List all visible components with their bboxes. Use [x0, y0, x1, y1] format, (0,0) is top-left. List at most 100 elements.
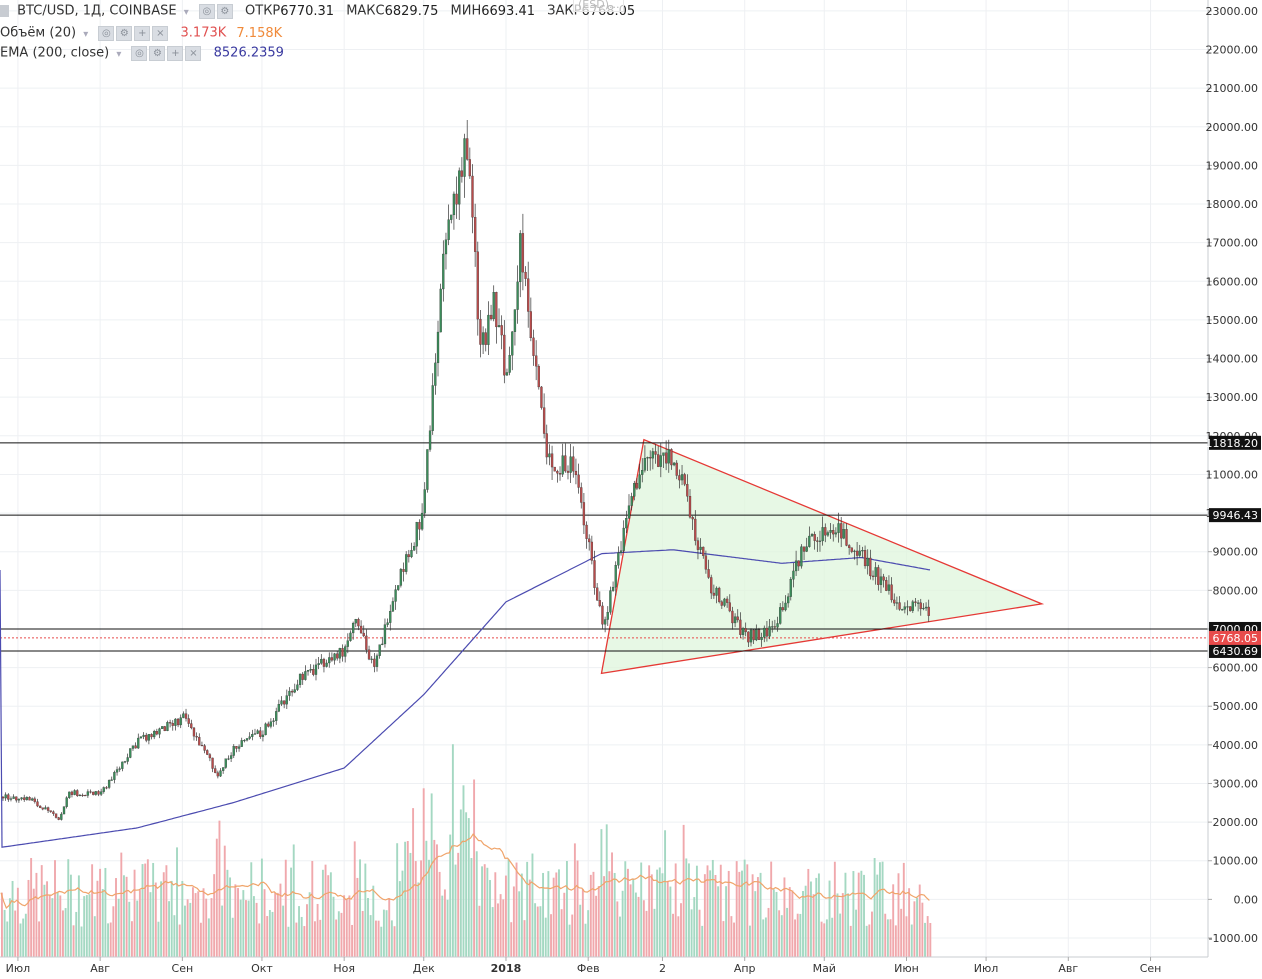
volume-bar — [613, 872, 616, 957]
volume-bar — [189, 902, 192, 957]
volume-bar — [316, 903, 319, 957]
volume-bar — [268, 910, 271, 957]
volume-bar — [828, 880, 831, 957]
candle-body — [349, 632, 352, 641]
volume-bar — [542, 872, 545, 957]
volume-bar — [910, 924, 913, 957]
volume-bar — [247, 900, 250, 957]
candle-body — [219, 770, 222, 777]
settings-icon[interactable]: ⚙ — [216, 4, 233, 19]
time-tick-label: Авг — [1058, 962, 1078, 975]
candle-body — [4, 794, 7, 799]
candle-body — [439, 288, 442, 333]
candle-body — [821, 527, 824, 542]
candle-body — [916, 602, 920, 604]
candle-body — [850, 547, 853, 552]
eye-icon[interactable]: ◎ — [131, 46, 148, 61]
candle-body — [139, 736, 143, 739]
eye-icon[interactable]: ◎ — [98, 26, 115, 41]
candle-body — [405, 554, 408, 572]
volume-bar — [648, 865, 651, 957]
settings-icon[interactable]: ⚙ — [149, 46, 166, 61]
candle-body — [662, 452, 665, 456]
candle-body — [208, 754, 212, 759]
time-axis[interactable]: Июл Авг Сен Окт Ноя Дек 2018 Фев 2 Апр Май Июн Июл Ав… — [0, 956, 1262, 979]
candle-body — [253, 733, 257, 735]
candle-body — [293, 689, 296, 693]
volume-bar — [749, 925, 751, 957]
candle-body — [832, 530, 835, 535]
volume-bar — [727, 870, 730, 957]
candle-body — [723, 598, 726, 606]
candle-body — [895, 602, 899, 604]
candle-body — [630, 496, 633, 506]
volume-bar — [743, 859, 746, 957]
price-axis[interactable]: 23000.00 22000.00 21000.00 20000.00 19000.00… — [1206, 0, 1262, 957]
close-icon[interactable]: × — [185, 46, 202, 61]
volume-bar — [589, 874, 592, 957]
volume-bar — [889, 919, 892, 957]
volume-bar — [701, 925, 704, 957]
add-icon[interactable]: + — [134, 26, 151, 41]
volume-bar — [902, 862, 905, 957]
candle-body — [495, 292, 498, 328]
time-tick-label: 2 — [659, 962, 666, 975]
add-icon[interactable]: + — [167, 46, 184, 61]
candle-body — [840, 523, 843, 539]
time-tick-label: Май — [813, 962, 836, 975]
time-tick-label: Окт — [251, 962, 273, 975]
candle-body — [248, 736, 251, 739]
volume-bar — [258, 923, 261, 957]
candle-body — [269, 721, 273, 727]
ema-line — [0, 549, 931, 848]
volume-bar — [536, 906, 539, 957]
ema-indicator-name[interactable]: EMA (200, close) — [0, 45, 110, 61]
candle-body — [651, 451, 655, 459]
volume-bar — [868, 924, 871, 957]
chevron-down-icon[interactable]: ▾ — [183, 6, 189, 18]
candle-body — [224, 758, 227, 768]
candle-body — [261, 734, 265, 737]
candle-body — [500, 325, 503, 336]
candle-body — [418, 522, 421, 530]
candle-body — [105, 787, 108, 789]
candle-body — [415, 522, 418, 547]
volume-ma-line — [0, 833, 930, 910]
candle-body — [346, 640, 349, 647]
volume-bar — [162, 872, 165, 957]
time-tick-label: 2018 — [491, 962, 522, 975]
volume-bar — [181, 880, 184, 957]
volume-bar — [823, 923, 826, 957]
ema-200-line — [0, 549, 931, 848]
volume-bar — [778, 910, 781, 957]
close-icon[interactable]: × — [152, 26, 169, 41]
price-tick-label: 13000.00 — [1206, 391, 1259, 404]
eye-icon[interactable]: ◎ — [198, 4, 215, 19]
chevron-down-icon[interactable]: ▾ — [116, 48, 122, 60]
volume-bar — [709, 870, 712, 957]
candle-body — [675, 462, 678, 476]
candle-body — [450, 214, 453, 220]
candle-body — [245, 738, 249, 741]
candle-body — [561, 455, 564, 475]
volume-bar — [876, 874, 879, 957]
symbol-name[interactable]: BTC/USD, 1Д, COINBASE — [17, 3, 177, 19]
candle-body — [659, 455, 662, 467]
volume-bar — [483, 864, 486, 957]
candle-body — [712, 592, 716, 596]
volume-indicator-name[interactable]: Объём (20) — [0, 25, 77, 41]
price-tick-label: -1000.00 — [1209, 932, 1258, 945]
price-tick-label: 2000.00 — [1213, 816, 1259, 829]
candle-body — [781, 607, 784, 611]
horizontal-levels[interactable] — [0, 442, 1208, 652]
price-tick-label: 21000.00 — [1206, 82, 1259, 95]
chevron-down-icon[interactable]: ▾ — [83, 28, 89, 40]
settings-icon[interactable]: ⚙ — [116, 26, 133, 41]
price-tick-label: 0.00 — [1234, 893, 1259, 906]
candle-body — [267, 723, 270, 727]
volume-bar — [865, 925, 868, 957]
candle-body — [879, 576, 883, 585]
volume-bar — [353, 841, 356, 957]
triangle-pattern[interactable] — [600, 438, 1045, 675]
